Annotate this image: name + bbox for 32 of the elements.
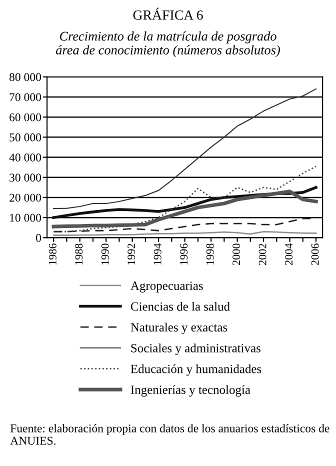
y-tick-label: 70 000 [10,93,42,102]
y-tick-label: 10 000 [10,214,42,222]
y-tick-label: 50 000 [10,133,42,142]
legend-label: Sociales y administrativas [131,344,260,355]
x-tick-label: 2002 [258,244,266,265]
x-tick-label: 1988 [75,244,83,264]
x-tick-label: 1992 [128,244,136,264]
legend-label: Ciencias de la salud [130,302,230,311]
chart-subtitle: Crecimiento de la matrícula de posgrado área de conocimiento (números absolutos) [56,31,280,58]
legend-label: Educación y humanidades [130,364,262,376]
x-tick-label: 1998 [206,244,214,264]
y-tick-label: 30 000 [10,174,42,182]
y-tick-label: 20 000 [10,194,42,202]
x-tick-label: 1996 [180,244,188,264]
line-series [52,166,317,232]
source-note: Fuente: elaboración propia con datos de los anuarios estadísticos de ANUIES. [10,424,330,445]
x-tick-label: 1990 [101,244,109,264]
line-series [53,88,317,210]
y-tick-label: 0 [36,234,42,242]
x-tick-label: 1986 [48,244,56,264]
legend-label: Agropecuarias [130,282,203,293]
x-tick-label: 1994 [154,243,162,264]
line-series [52,190,318,228]
y-tick-label: 80 000 [9,73,42,82]
x-tick-label: 2000 [232,244,240,265]
y-tick-label: 40 000 [9,154,42,162]
legend-label: Ingenierías y tecnología [130,385,250,397]
chart-title: GRÁFICA 6 [133,8,203,20]
legend-label: Naturales y exactas [130,322,228,334]
x-tick-label: 2006 [311,244,319,265]
y-tick-label: 60 000 [10,113,42,122]
x-tick-label: 2004 [285,243,293,265]
